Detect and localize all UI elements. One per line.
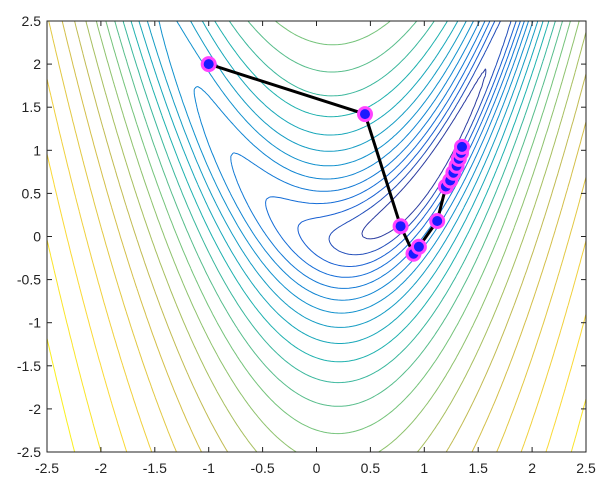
x-tick-label: 1 xyxy=(420,460,428,476)
y-tick-label: 2 xyxy=(33,56,41,72)
x-tick-label: 2 xyxy=(528,460,536,476)
contour-level xyxy=(146,21,539,328)
x-tick-label: -1 xyxy=(202,460,215,476)
contour-level xyxy=(230,21,525,289)
path-point xyxy=(454,138,470,155)
x-tick-label: 2.5 xyxy=(576,460,596,476)
contour-level xyxy=(74,21,586,452)
contour-level xyxy=(114,21,563,407)
path-point xyxy=(429,213,446,229)
contour-level xyxy=(47,153,586,452)
axis-ticks: -2.5 -2 -1.5 -1 -0.5 0 0.5 1 1.5 2 2.5 -2.5 -2 -1.5 -1… xyxy=(17,13,596,476)
path-point xyxy=(200,56,217,73)
x-tick-label: -0.5 xyxy=(251,460,275,476)
contour-level xyxy=(297,21,517,267)
x-tick-label: -1.5 xyxy=(143,460,167,476)
y-tick-label: 1 xyxy=(33,142,41,158)
y-tick-label: -1 xyxy=(29,315,42,331)
contour-level xyxy=(85,21,586,452)
contour-level xyxy=(158,21,534,314)
contour-level xyxy=(47,338,76,452)
contour-level xyxy=(95,21,580,452)
path-point xyxy=(392,218,409,235)
y-tick-label: -0.5 xyxy=(17,272,41,288)
x-tick-label: 0.5 xyxy=(361,460,381,476)
contour-level xyxy=(105,21,571,435)
optimizer-path xyxy=(200,56,470,262)
x-tick-label: 1.5 xyxy=(468,460,488,476)
contour-lines xyxy=(47,21,586,452)
contour-level xyxy=(265,21,521,278)
y-tick-label: 2.5 xyxy=(22,13,42,29)
contour-level xyxy=(48,21,586,452)
contour-level xyxy=(122,21,556,384)
contour-level xyxy=(130,21,550,363)
x-tick-label: -2.5 xyxy=(35,460,59,476)
y-tick-label: -1.5 xyxy=(17,358,41,374)
contour-level xyxy=(47,78,586,452)
x-tick-label: 0 xyxy=(313,460,321,476)
path-point xyxy=(357,106,373,123)
contour-level xyxy=(61,21,586,452)
y-tick-label: 0.5 xyxy=(22,185,42,201)
contour-level xyxy=(193,21,529,301)
x-tick-label: -2 xyxy=(95,460,108,476)
y-tick-label: -2.5 xyxy=(17,444,41,460)
path-point xyxy=(410,238,427,255)
y-tick-label: 1.5 xyxy=(22,99,42,115)
y-tick-label: 0 xyxy=(33,229,41,245)
y-tick-label: -2 xyxy=(29,401,42,417)
